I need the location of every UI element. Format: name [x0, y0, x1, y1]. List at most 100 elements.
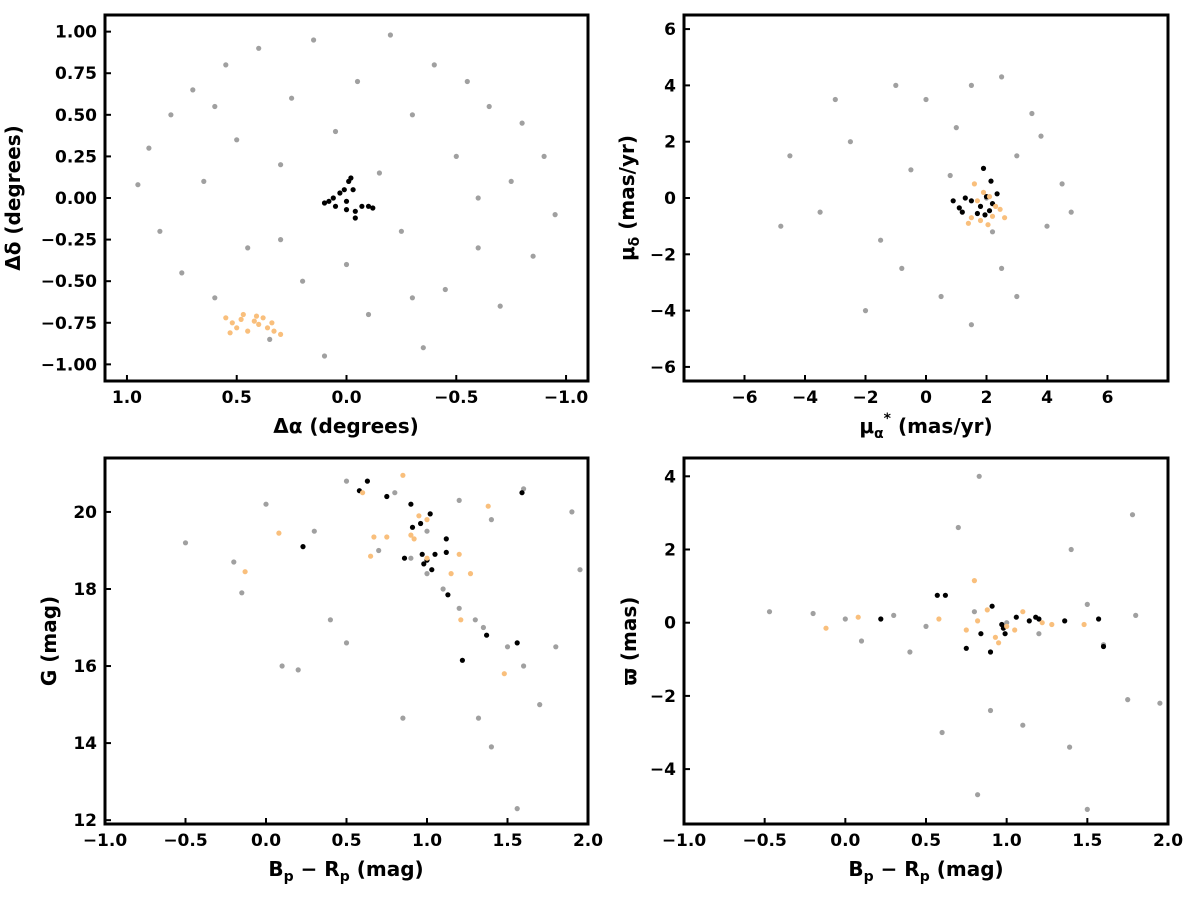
cmd-x-tick-label: 2.0 [573, 831, 603, 851]
sky-field-point [234, 137, 240, 143]
sky-x-tick-label: 0.0 [331, 388, 361, 408]
panel-proper-motion: −6 −4 −2 0 2 4 6 −6 −4 −2 0 2 4 6 μα* (mas/yr) μδ (ma… [615, 13, 1170, 442]
sky-member_orange-point [264, 325, 271, 331]
cmd-field-point [488, 517, 494, 523]
sky-x-tick-label: −1.0 [544, 388, 589, 408]
cmd-field-point [475, 715, 482, 721]
sky-y-tick-label: 0.50 [55, 106, 97, 126]
sky-field-point [354, 78, 361, 85]
pm-field-point [1038, 133, 1044, 139]
pm-field-point [989, 229, 996, 235]
pm-member_black-point [982, 212, 988, 218]
cmd-x-tick-label: 1.0 [412, 831, 442, 851]
sky-field-point [223, 62, 229, 68]
sky-field-point [343, 261, 350, 268]
cmd-member_black-point [401, 555, 408, 561]
cmd-member_black-point [418, 520, 424, 527]
sky-field-point [519, 120, 525, 126]
pm-y-tick-label: 4 [664, 76, 676, 96]
parallax-member_orange-point [963, 627, 969, 633]
cmd-field-point [279, 663, 285, 669]
pm-member_orange-point [997, 206, 1003, 212]
sky-field-point [398, 228, 404, 234]
sky-member_orange-point [245, 328, 251, 334]
sky-member_orange-point [269, 320, 275, 326]
sky-field-point [497, 303, 503, 309]
sky-field-point [311, 37, 317, 43]
parallax-field-point [891, 612, 897, 619]
pm-field-point [878, 237, 884, 243]
parallax-member_black-point [978, 631, 984, 637]
parallax-x-tick-label: 0.5 [911, 831, 941, 851]
sky-member_black-point [332, 203, 339, 209]
cmd-field-point [577, 567, 583, 573]
cmd-field-point [231, 559, 237, 565]
pm-field-point [999, 74, 1005, 80]
cmd-member_orange-point [411, 536, 417, 542]
parallax-member_orange-point [975, 618, 981, 624]
pm-y-tick-label: 0 [664, 189, 676, 209]
sky-field-point [190, 87, 196, 93]
cmd-member_black-point [427, 511, 433, 517]
pm-y-tick-label: 2 [664, 133, 676, 153]
sky-field-point [530, 253, 536, 259]
sky-field-point [442, 286, 448, 293]
cmd-field-point [504, 644, 511, 650]
pm-field-point [1044, 223, 1050, 229]
cmd-x-tick-label: −1.0 [83, 831, 128, 851]
cmd-member_orange-point [400, 472, 406, 478]
sky-member_black-point [352, 215, 358, 221]
cmd-member_black-point [364, 478, 370, 484]
cmd-field-point [440, 586, 446, 592]
pm-member_orange-point [965, 220, 972, 226]
parallax-field-point [976, 473, 982, 479]
parallax-y-tick-label: 4 [664, 467, 676, 487]
sky-member_orange-point [227, 330, 233, 336]
plx-y-axis-label: ϖ (mas) [617, 597, 641, 686]
pm-member_black-point [962, 195, 968, 201]
sky-field-point [508, 178, 514, 184]
sky-field-point [431, 62, 437, 68]
parallax-y-tick-label: −2 [650, 687, 676, 707]
cmd-member_orange-point [424, 517, 430, 523]
sky-field-point [453, 153, 459, 159]
parallax-field-point [1084, 601, 1090, 608]
sky-field-point [387, 32, 393, 38]
sky-y-tick-label: 0.00 [55, 189, 97, 209]
parallax-x-tick-label: 0.0 [830, 831, 860, 851]
cmd-member_orange-point [456, 551, 462, 557]
sky-member_orange-point [229, 320, 235, 326]
parallax-field-point [923, 623, 929, 630]
cmd-field-point [295, 667, 301, 673]
parallax-member_black-point [1062, 618, 1068, 624]
cmd-field-point [456, 605, 462, 611]
pm-field-point [862, 308, 869, 314]
sky-field-point [300, 278, 306, 284]
cmd-member_orange-point [501, 671, 507, 677]
pm-member_black-point [986, 208, 993, 214]
cmd-field-point [472, 617, 478, 623]
sky-member_orange-point [271, 328, 277, 334]
parallax-field-point [858, 638, 865, 644]
parallax-member_black-point [878, 616, 884, 622]
cmd-field-point [456, 497, 462, 503]
parallax-member_black-point [934, 592, 940, 598]
pm-member_orange-point [985, 222, 991, 228]
cmd-member_orange-point [467, 571, 474, 577]
parallax-field-point [842, 616, 848, 622]
sky-field-point [541, 153, 547, 159]
pm-x-tick-label: −2 [852, 388, 878, 408]
parallax-field-point [971, 609, 978, 615]
parallax-field-point [810, 610, 816, 617]
sky-member_orange-point [256, 321, 262, 327]
pm-member_orange-point [986, 194, 993, 200]
parallax-member_black-point [963, 645, 969, 651]
sky-member_black-point [359, 203, 365, 209]
cmd-field-point [182, 540, 189, 546]
pm-field-point [847, 139, 854, 145]
cmd-member_orange-point [242, 569, 248, 575]
sky-field-point [365, 311, 372, 318]
sky-y-tick-label: 1.00 [55, 23, 97, 43]
sky-y-tick-label: 0.25 [55, 147, 97, 167]
pm-x-tick-label: 2 [981, 388, 993, 408]
